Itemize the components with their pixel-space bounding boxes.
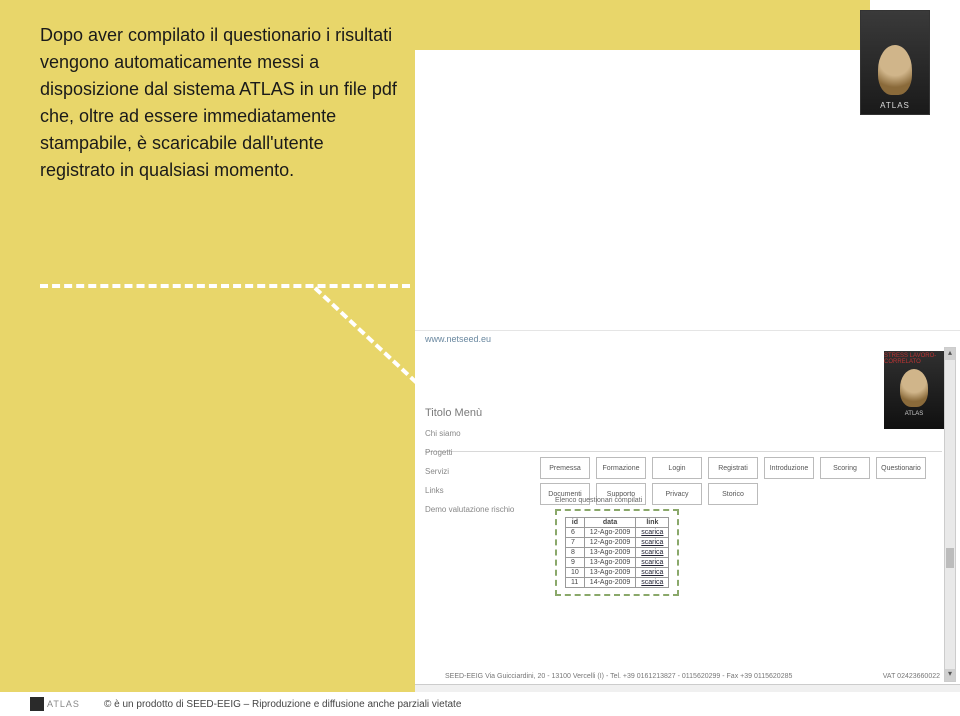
cell-id: 6 (566, 528, 585, 538)
tab-questionario[interactable]: Questionario (876, 457, 926, 479)
brand-logo-tile: ATLAS (860, 10, 930, 115)
cell-data: 12-Ago-2009 (584, 528, 635, 538)
sidebar-item-progetti[interactable]: Progetti (425, 448, 530, 457)
tab-introduzione[interactable]: Introduzione (764, 457, 814, 479)
tab-storico[interactable]: Storico (708, 483, 758, 505)
vertical-scrollbar[interactable]: ▴ ▾ (944, 347, 956, 682)
cell-data: 13-Ago-2009 (584, 568, 635, 578)
cell-data: 14-Ago-2009 (584, 578, 635, 588)
tab-privacy[interactable]: Privacy (652, 483, 702, 505)
site-footer: SEED-EEIG Via Guicciardini, 20 - 13100 V… (445, 673, 940, 680)
copyright-text: © è un prodotto di SEED-EEIG – Riproduzi… (104, 699, 461, 710)
cell-data: 13-Ago-2009 (584, 548, 635, 558)
slide-paragraph: Dopo aver compilato il questionario i ri… (40, 22, 400, 184)
cell-id: 10 (566, 568, 585, 578)
sidebar-item-servizi[interactable]: Servizi (425, 467, 530, 476)
brand-small-text: ATLAS (905, 411, 924, 417)
table-caption: Elenco questionari compilati (555, 497, 642, 504)
scroll-thumb[interactable] (946, 548, 954, 568)
table-header-row: id data link (566, 518, 669, 528)
brand-tagline: STRESS LAVORO-CORRELATO (884, 353, 944, 365)
site-brand-box: STRESS LAVORO-CORRELATO ATLAS (884, 351, 944, 429)
footer-logo-text: ATLAS (47, 699, 80, 709)
tab-registrati[interactable]: Registrati (708, 457, 758, 479)
slide-yellow-strip (415, 0, 870, 50)
scroll-up-icon[interactable]: ▴ (945, 348, 955, 360)
cell-id: 9 (566, 558, 585, 568)
cell-id: 8 (566, 548, 585, 558)
statue-icon (878, 45, 912, 95)
col-id: id (566, 518, 585, 528)
table-row: 612-Ago-2009scarica (566, 528, 669, 538)
tab-premessa[interactable]: Premessa (540, 457, 590, 479)
footer-logo: ATLAS (30, 696, 90, 712)
col-link: link (636, 518, 669, 528)
col-data: data (584, 518, 635, 528)
download-link[interactable]: scarica (636, 568, 669, 578)
table-row: 1114-Ago-2009scarica (566, 578, 669, 588)
sidebar-menu: Titolo Menù Chi siamo Progetti Servizi L… (425, 407, 530, 524)
sidebar-item-demo[interactable]: Demo valutazione rischio (425, 505, 530, 514)
cell-id: 7 (566, 538, 585, 548)
table-highlight-box: id data link 612-Ago-2009scarica712-Ago-… (555, 509, 679, 596)
footer-logo-icon (30, 697, 44, 711)
embedded-browser-window: www.netseed.eu STRESS LAVORO-CORRELATO A… (415, 330, 960, 700)
download-link[interactable]: scarica (636, 528, 669, 538)
download-link[interactable]: scarica (636, 558, 669, 568)
address-bar-url: www.netseed.eu (415, 331, 960, 347)
results-table: id data link 612-Ago-2009scarica712-Ago-… (565, 517, 669, 588)
tab-login[interactable]: Login (652, 457, 702, 479)
download-link[interactable]: scarica (636, 538, 669, 548)
download-link[interactable]: scarica (636, 548, 669, 558)
table-row: 1013-Ago-2009scarica (566, 568, 669, 578)
footer-right-text: VAT 02423660022 (883, 673, 940, 680)
brand-logo-text: ATLAS (880, 101, 910, 110)
download-link[interactable]: scarica (636, 578, 669, 588)
tab-formazione[interactable]: Formazione (596, 457, 646, 479)
table-row: 712-Ago-2009scarica (566, 538, 669, 548)
sidebar-title: Titolo Menù (425, 407, 530, 419)
tab-scoring[interactable]: Scoring (820, 457, 870, 479)
sidebar-item-links[interactable]: Links (425, 486, 530, 495)
cell-id: 11 (566, 578, 585, 588)
table-row: 913-Ago-2009scarica (566, 558, 669, 568)
statue-icon (900, 369, 928, 407)
footer-left-text: SEED-EEIG Via Guicciardini, 20 - 13100 V… (445, 673, 792, 680)
table-row: 813-Ago-2009scarica (566, 548, 669, 558)
cell-data: 13-Ago-2009 (584, 558, 635, 568)
scroll-down-icon[interactable]: ▾ (945, 669, 955, 681)
sidebar-item-chi-siamo[interactable]: Chi siamo (425, 429, 530, 438)
browser-content: STRESS LAVORO-CORRELATO ATLAS Titolo Men… (415, 347, 960, 700)
cell-data: 12-Ago-2009 (584, 538, 635, 548)
callout-dash-horizontal (40, 284, 410, 288)
page-footer: ATLAS © è un prodotto di SEED-EEIG – Rip… (0, 692, 960, 716)
